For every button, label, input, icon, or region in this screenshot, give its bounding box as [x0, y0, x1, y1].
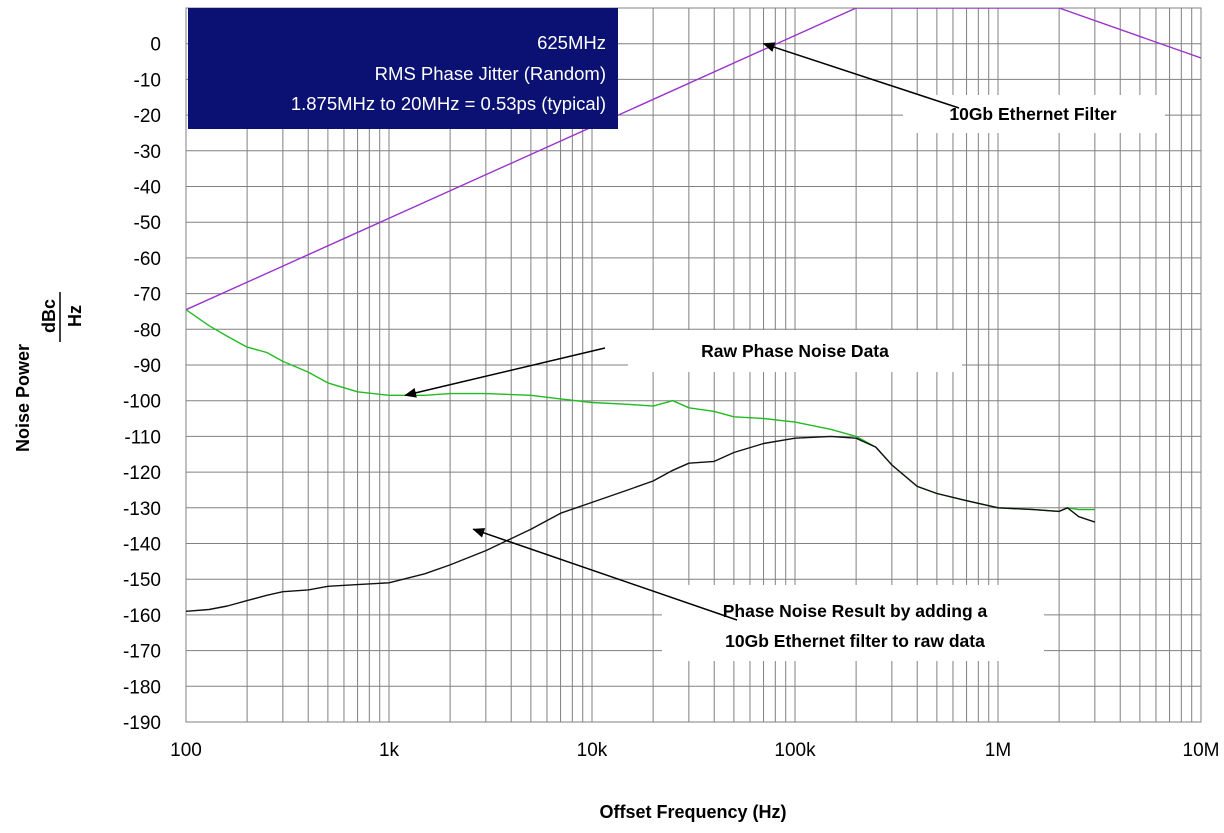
x-tick-label: 1M: [985, 740, 1011, 761]
y-axis-unit-denominator: Hz: [65, 305, 85, 327]
annotation-raw-box: [628, 330, 962, 372]
y-axis-title: Noise Power dBc Hz: [13, 292, 85, 452]
y-tick-label: -180: [123, 677, 161, 698]
series-line-filter: [186, 8, 1201, 311]
x-tick-label: 10k: [577, 740, 608, 761]
x-tick-label: 100: [170, 740, 202, 761]
y-tick-label: -20: [134, 106, 161, 127]
info-box-line: RMS Phase Jitter (Random): [375, 63, 606, 84]
y-tick-label: -140: [123, 535, 161, 556]
y-tick-label: -170: [123, 642, 161, 663]
y-tick-label: -90: [134, 356, 161, 377]
y-tick-label: -70: [134, 285, 161, 306]
y-tick-label: -80: [134, 320, 161, 341]
y-tick-label: -120: [123, 463, 161, 484]
y-tick-label: -50: [134, 213, 161, 234]
annotation-result-box: [662, 585, 1044, 661]
y-tick-label: -160: [123, 606, 161, 627]
annotation-result: Phase Noise Result by adding a 10Gb Ether…: [472, 528, 1044, 661]
y-axis-unit-numerator: dBc: [39, 299, 59, 333]
y-tick-label: -10: [134, 70, 161, 91]
info-box-line: 1.875MHz to 20MHz = 0.53ps (typical): [291, 93, 606, 114]
x-tick-label: 10M: [1183, 740, 1220, 761]
tick-labels: 0 -10 -20 -30 -40 -50 -60 -70 -80 -90 -100 -110 -120…: [123, 35, 1220, 761]
series-layer: [186, 8, 1201, 612]
x-axis-title: Offset Frequency (Hz): [599, 802, 786, 822]
annotation-layer: 10Gb Ethernet Filter Raw Phase Noise Data…: [404, 42, 1165, 661]
annotation-raw-arrow: [404, 347, 606, 398]
jitter-info-box: 625MHz RMS Phase Jitter (Random) 1.875MHz …: [188, 8, 618, 129]
y-tick-label: -110: [124, 427, 161, 448]
x-tick-label: 1k: [379, 740, 400, 761]
y-tick-label: 0: [150, 35, 161, 56]
y-axis-title-text: Noise Power: [13, 344, 33, 452]
info-box-line: 625MHz: [537, 32, 606, 53]
annotation-raw-text: Raw Phase Noise Data: [701, 341, 889, 361]
series-line-result: [186, 435, 1096, 612]
annotation-result-arrow: [472, 528, 738, 621]
y-tick-label: -100: [123, 392, 161, 413]
y-tick-label: -30: [134, 142, 161, 163]
annotation-filter-text: 10Gb Ethernet Filter: [949, 104, 1116, 124]
y-tick-label: -60: [134, 249, 161, 270]
annotation-filter-box: [903, 95, 1165, 133]
annotation-result-text: Phase Noise Result by adding a: [723, 601, 988, 621]
y-tick-label: -150: [123, 570, 161, 591]
x-tick-label: 100k: [774, 740, 816, 761]
y-tick-label: -40: [134, 178, 161, 199]
annotation-raw: Raw Phase Noise Data: [404, 330, 962, 398]
annotation-filter-arrow: [762, 42, 960, 109]
series-group: [186, 8, 1201, 612]
plot-frame: [185, 7, 1202, 723]
y-tick-label: -190: [123, 713, 161, 734]
annotation-result-text: 10Gb Ethernet filter to raw data: [725, 631, 985, 651]
y-tick-label: -130: [123, 499, 161, 520]
info-box-background: [188, 8, 618, 129]
annotation-filter: 10Gb Ethernet Filter: [762, 42, 1165, 133]
